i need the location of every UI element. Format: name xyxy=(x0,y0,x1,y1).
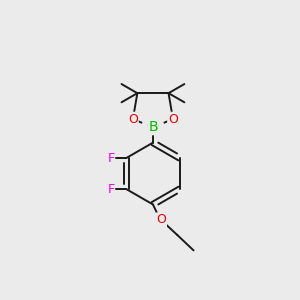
Text: F: F xyxy=(107,152,114,165)
Text: B: B xyxy=(148,120,158,134)
Text: O: O xyxy=(128,112,138,126)
Text: F: F xyxy=(107,182,114,196)
Text: O: O xyxy=(168,112,178,126)
Text: O: O xyxy=(156,213,166,226)
